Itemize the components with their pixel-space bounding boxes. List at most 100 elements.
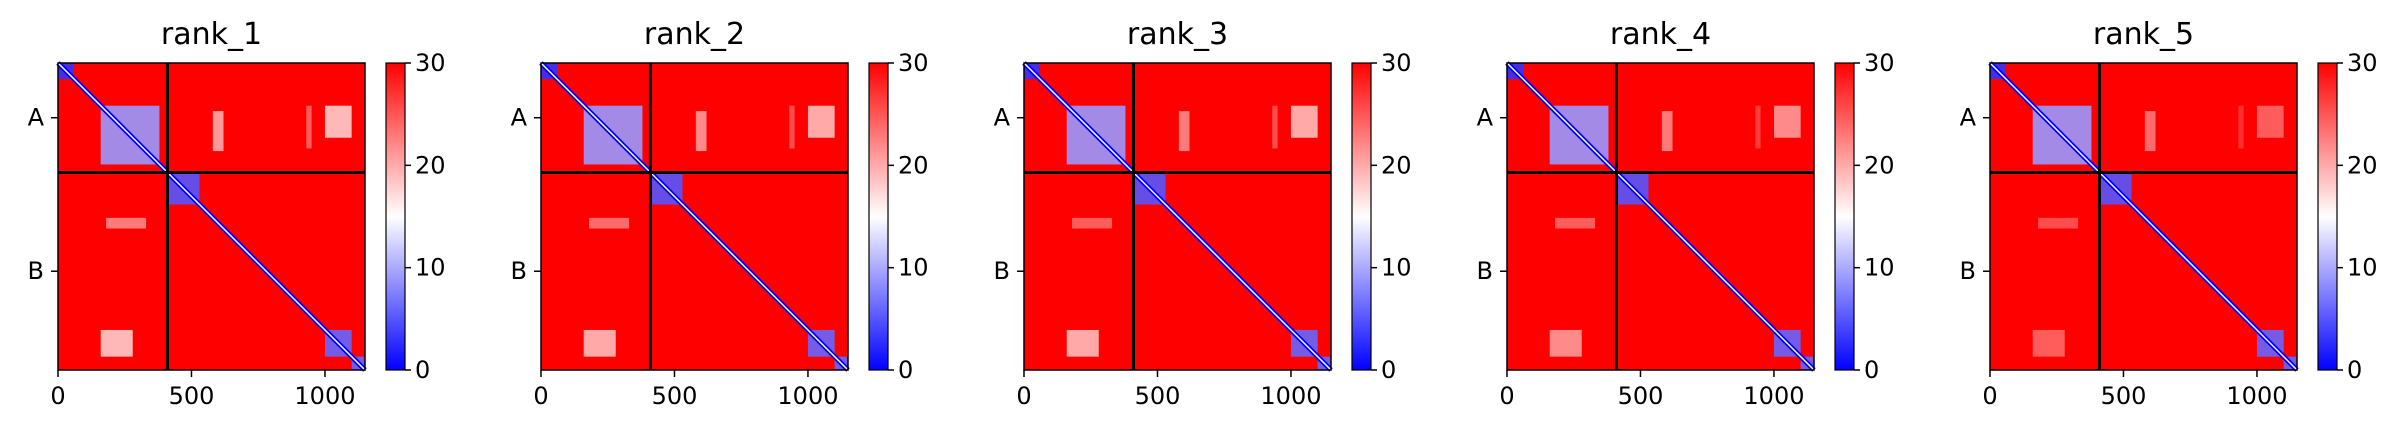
x-tick-label: 500 (652, 382, 698, 410)
heatmap-cell-block (212, 111, 224, 152)
colorbar-tick-label: 20 (1864, 151, 1895, 179)
colorbar-frame (1834, 62, 1855, 371)
y-tick-label: B (511, 257, 527, 285)
colorbar-tick-label: 0 (1381, 356, 1396, 384)
x-tick-label: 1000 (2226, 382, 2287, 410)
colorbar (386, 63, 405, 370)
heatmap-cell-block (1178, 111, 1190, 152)
colorbar-frame (868, 62, 889, 371)
panel-title: rank_5 (2093, 17, 2194, 52)
x-tick-label: 1000 (777, 382, 838, 410)
x-tick-label: 1000 (1743, 382, 1804, 410)
panel-title: rank_3 (1127, 17, 1228, 52)
colorbar-tick-label: 0 (415, 356, 430, 384)
y-tick-label: B (994, 257, 1010, 285)
heatmap-frame (540, 62, 849, 371)
heatmap-cell-block (1755, 105, 1761, 149)
x-tick-label: 0 (50, 382, 65, 410)
heatmap-cell-block (1072, 217, 1113, 229)
heatmap-cell-block (1661, 111, 1673, 152)
colorbar (2318, 63, 2337, 370)
x-tick-label: 0 (1499, 382, 1514, 410)
colorbar-frame (385, 62, 406, 371)
heatmap-frame (57, 62, 366, 371)
heatmap-cell-block (2256, 105, 2284, 138)
colorbar (1835, 63, 1854, 370)
heatmap-diagonal-core (57, 62, 366, 371)
y-tick-label: B (1960, 257, 1976, 285)
colorbar-tick-label: 10 (415, 254, 446, 282)
heatmap-cell-block (1272, 105, 1278, 149)
panel-title: rank_4 (1610, 17, 1711, 52)
heatmap-frame (1989, 62, 2298, 371)
colorbar (1352, 63, 1371, 370)
colorbar-tick-label: 0 (898, 356, 913, 384)
heatmap-cell-block (695, 111, 707, 152)
heatmap-diagonal-core (1023, 62, 1332, 371)
y-tick-label: A (511, 104, 528, 132)
x-tick-label: 0 (1982, 382, 1997, 410)
heatmap-cell-block (1773, 105, 1801, 138)
colorbar-tick-label: 30 (415, 49, 446, 77)
colorbar-tick-label: 10 (1864, 254, 1895, 282)
colorbar-tick-label: 20 (415, 151, 446, 179)
colorbar-tick-label: 20 (898, 151, 929, 179)
colorbar-tick-label: 30 (2347, 49, 2378, 77)
heatmap-cell-block (1549, 329, 1582, 357)
heatmap-cell-block (2032, 329, 2065, 357)
colorbar-tick-label: 0 (2347, 356, 2362, 384)
heatmap-frame (1506, 62, 1815, 371)
x-tick-label: 1000 (1260, 382, 1321, 410)
panel-title: rank_2 (644, 17, 745, 52)
heatmap-cell-block (2144, 111, 2156, 152)
heatmap-cell-block (106, 217, 147, 229)
x-tick-label: 500 (2101, 382, 2147, 410)
colorbar-tick-label: 20 (2347, 151, 2378, 179)
x-tick-label: 0 (533, 382, 548, 410)
y-tick-label: A (994, 104, 1011, 132)
colorbar-tick-label: 30 (1864, 49, 1895, 77)
y-tick-label: A (1960, 104, 1977, 132)
heatmap-cell-block (100, 329, 133, 357)
heatmap-cell-block (1066, 329, 1099, 357)
heatmap-cell-block (807, 105, 835, 138)
heatmap-diagonal-core (540, 62, 849, 371)
colorbar-tick-label: 0 (1864, 356, 1879, 384)
x-tick-label: 500 (1135, 382, 1181, 410)
colorbar-tick-label: 10 (2347, 254, 2378, 282)
panel-title: rank_1 (161, 17, 262, 52)
heatmap-cell-block (2238, 105, 2244, 149)
x-tick-label: 0 (1016, 382, 1031, 410)
heatmap-frame (1023, 62, 1332, 371)
colorbar-frame (1351, 62, 1372, 371)
y-tick-label: B (1477, 257, 1493, 285)
heatmap-cell-block (2038, 217, 2079, 229)
x-tick-label: 500 (169, 382, 215, 410)
colorbar (869, 63, 888, 370)
colorbar-tick-label: 30 (1381, 49, 1412, 77)
colorbar-tick-label: 10 (898, 254, 929, 282)
heatmap-cell-block (789, 105, 795, 149)
heatmap-cell-block (306, 105, 312, 149)
heatmap-cell-block (1290, 105, 1318, 138)
y-tick-label: B (28, 257, 44, 285)
colorbar-frame (2317, 62, 2338, 371)
heatmap-cell-block (324, 105, 352, 138)
heatmap-cell-block (1555, 217, 1596, 229)
colorbar-tick-label: 10 (1381, 254, 1412, 282)
heatmap-diagonal-core (1506, 62, 1815, 371)
colorbar-tick-label: 30 (898, 49, 929, 77)
y-tick-label: A (1477, 104, 1494, 132)
colorbar-tick-label: 20 (1381, 151, 1412, 179)
x-tick-label: 1000 (294, 382, 355, 410)
heatmap-cell-block (589, 217, 630, 229)
heatmap-diagonal-core (1989, 62, 2298, 371)
x-tick-label: 500 (1618, 382, 1664, 410)
y-tick-label: A (28, 104, 45, 132)
heatmap-cell-block (583, 329, 616, 357)
